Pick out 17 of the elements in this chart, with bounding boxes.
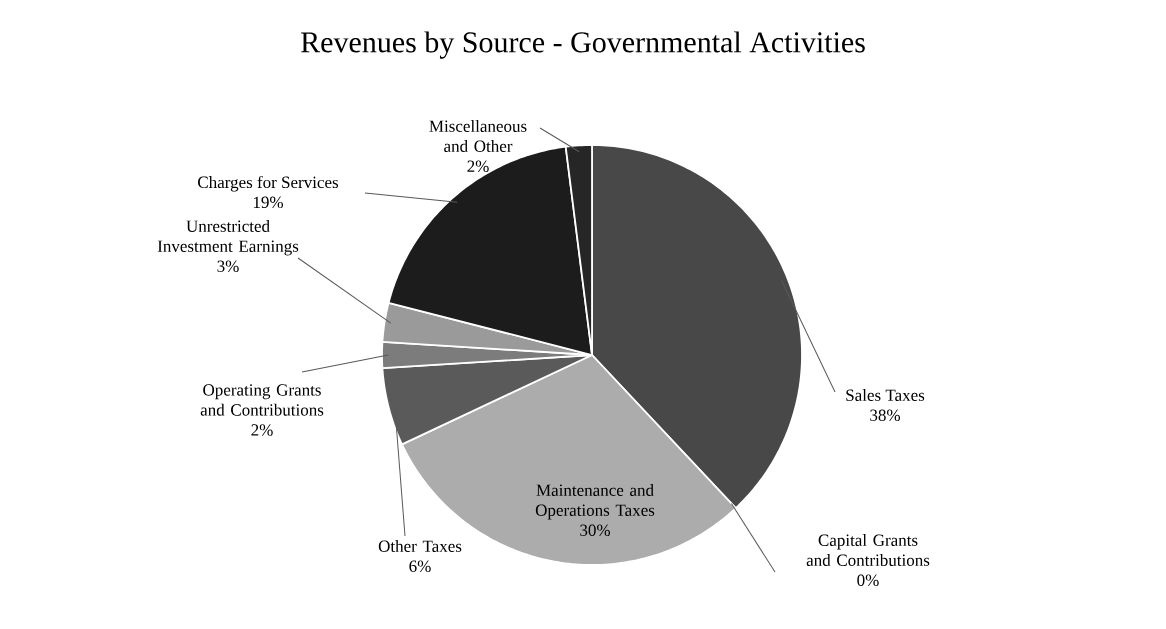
data-label: 19% [253,196,284,209]
data-label: 38% [870,409,901,422]
slice-label: Miscellaneous and Other [429,120,527,152]
chart-title: Revenues by Source - Governmental Activities [301,31,865,59]
data-label: 2% [251,424,273,436]
slice-label: Unrestricted Investment Earnings [157,220,299,256]
data-label: 3% [217,260,239,273]
data-label: 30% [580,524,611,537]
category-label: Capital Grants and Contributions [806,534,930,566]
slice-label: Charges for Services [198,175,339,192]
slice-label: Other Taxes [378,540,462,552]
data-label: 6% [409,560,431,573]
text: 0% [857,574,879,587]
slice-label: Sales Taxes [846,389,925,401]
data-label: 2% [467,160,489,173]
slice-label: Maintenance and Operations Taxes [535,484,655,520]
slice-label: Operating Grants and Contributions [200,384,324,416]
